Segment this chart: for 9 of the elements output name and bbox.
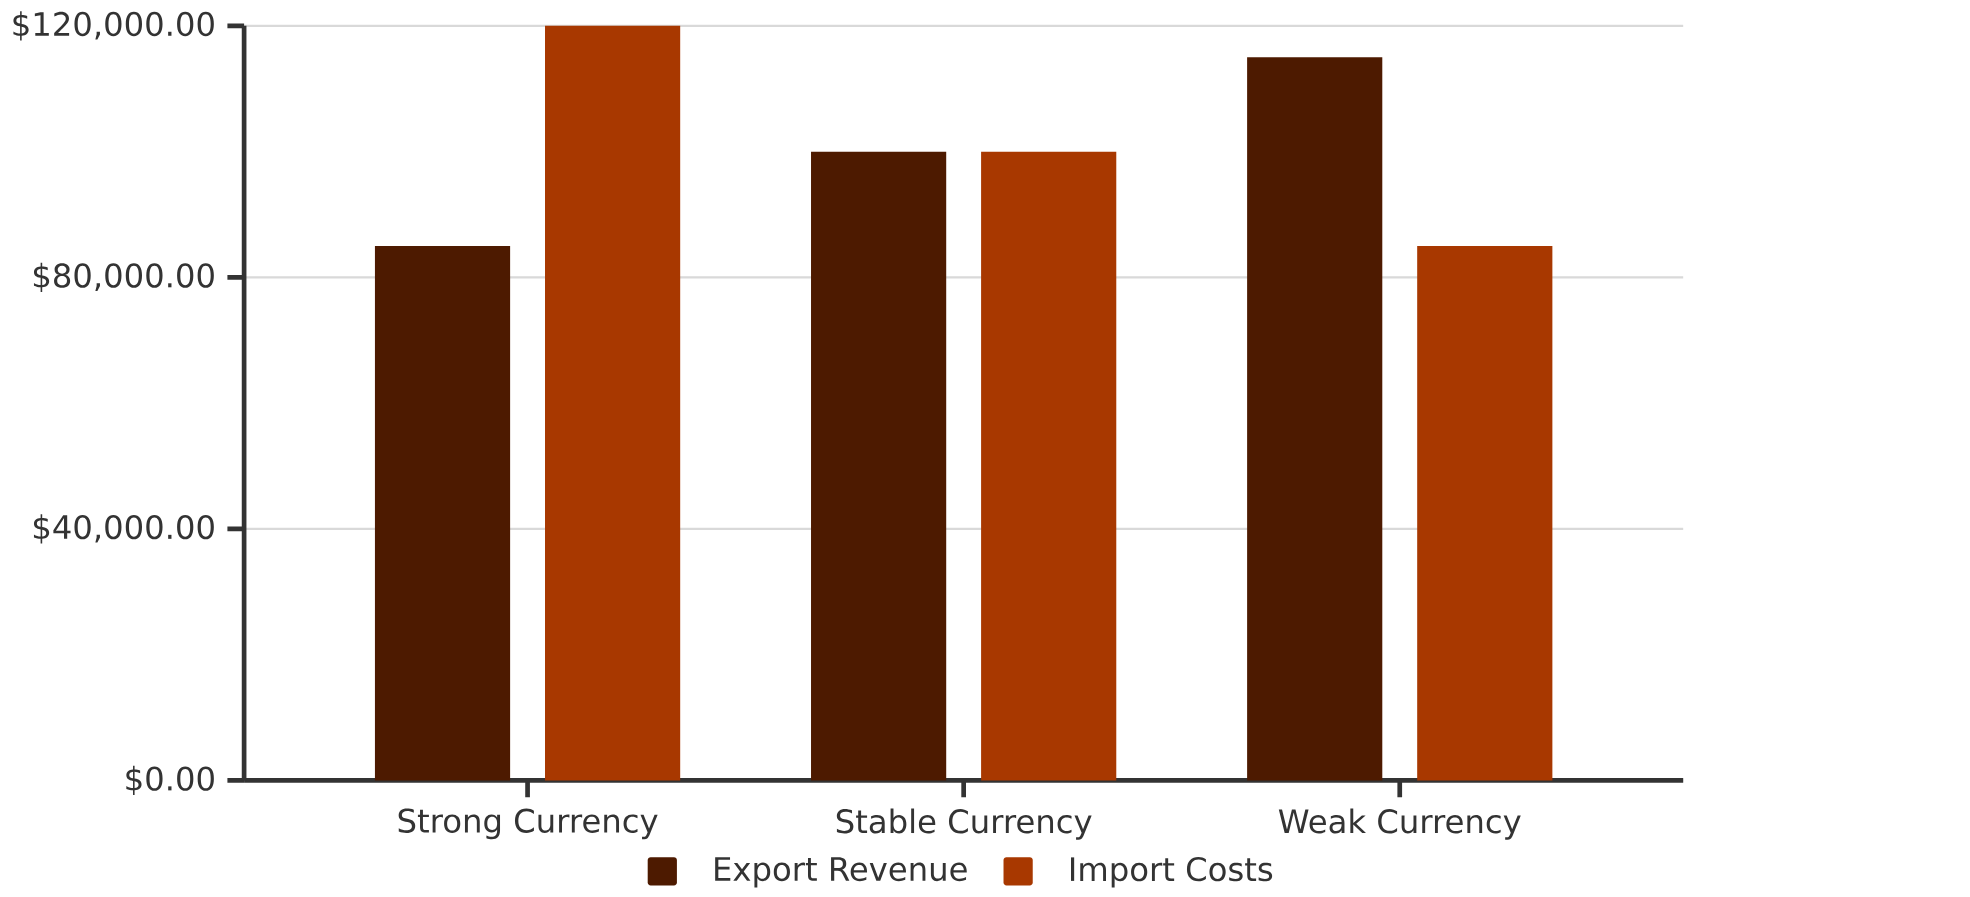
y-tick-label: $40,000.00 xyxy=(33,514,214,544)
legend-label: Import Costs xyxy=(1070,856,1273,888)
y-tick-label: $120,000.00 xyxy=(13,11,214,41)
y-tick-label: $80,000.00 xyxy=(33,262,214,292)
y-tick-label: $0.00 xyxy=(126,765,214,795)
legend-label: Export Revenue xyxy=(715,856,967,888)
x-tick-label: Strong Currency xyxy=(398,808,658,839)
x-tick-label: Weak Currency xyxy=(1278,808,1521,840)
x-tick-label: Stable Currency xyxy=(836,808,1092,840)
